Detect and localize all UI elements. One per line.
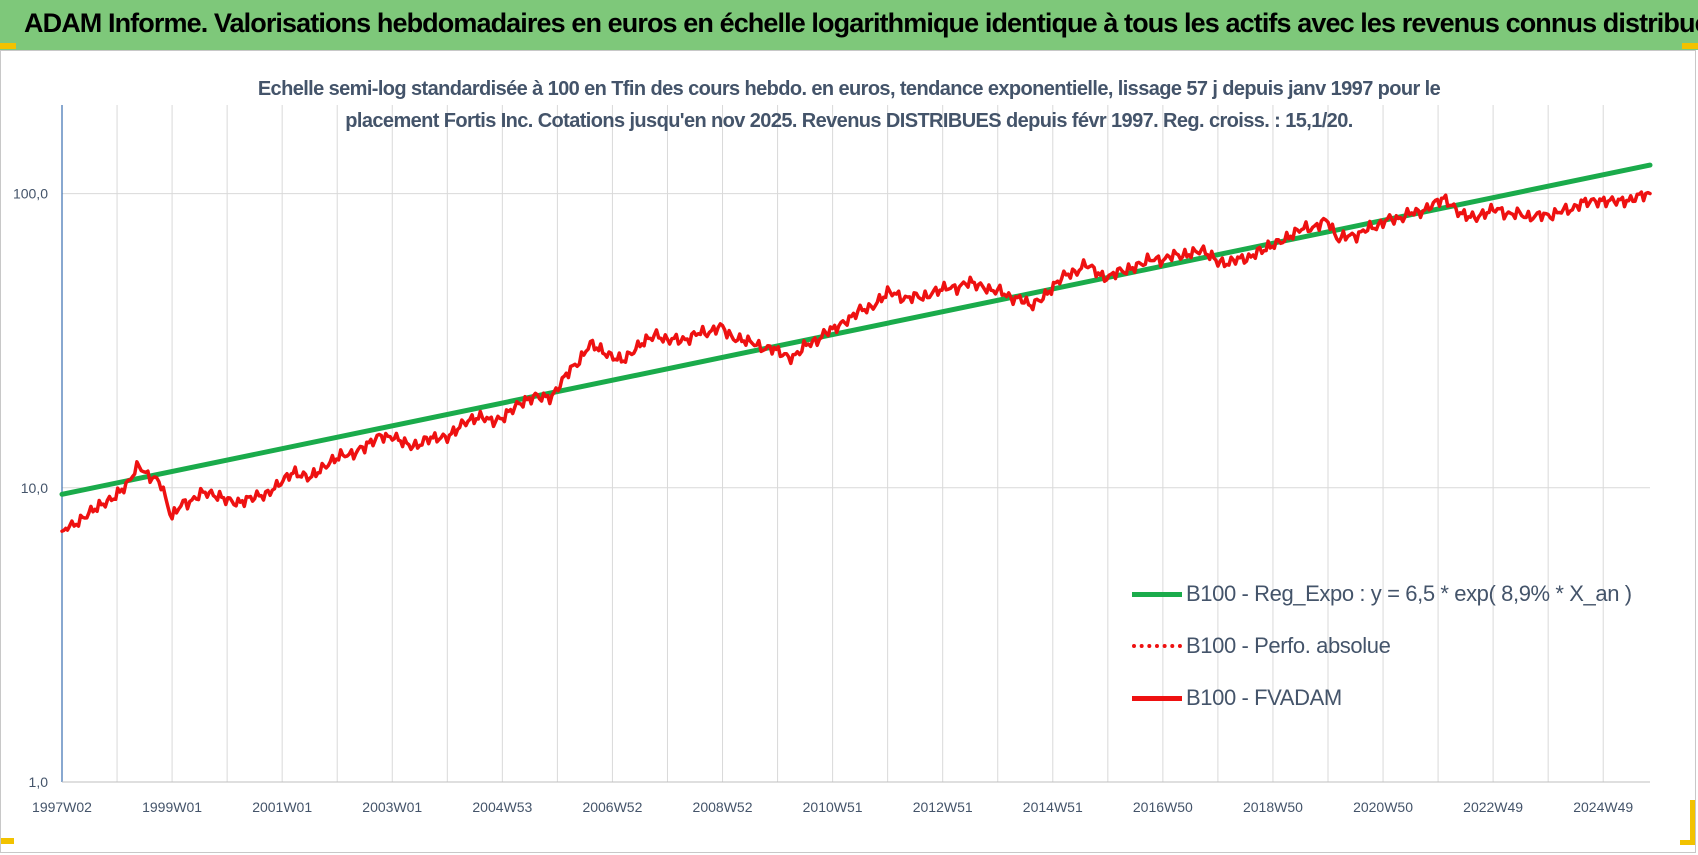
corner-mark-bottom-left <box>0 838 14 844</box>
legend-item-fvadam: B100 - FVADAM <box>1132 672 1632 724</box>
legend-label-fvadam: B100 - FVADAM <box>1186 685 1342 710</box>
x-tick-label: 2018W50 <box>1243 799 1303 815</box>
x-tick-label: 2014W51 <box>1023 799 1083 815</box>
x-tick-label: 2004W53 <box>472 799 532 815</box>
y-tick-label: 10,0 <box>21 480 48 496</box>
corner-mark-bottom-right-h <box>1680 840 1696 845</box>
chart-title-line-1: Echelle semi-log standardisée à 100 en T… <box>257 78 1441 100</box>
corner-mark-bottom-right-v <box>1690 800 1696 844</box>
legend-label-regression: B100 - Reg_Expo : y = 6,5 * exp( 8,9% * … <box>1186 581 1632 606</box>
chart-title-line-2: placement Fortis Inc. Cotations jusqu'en… <box>345 110 1353 132</box>
corner-mark-top-right <box>1682 43 1698 49</box>
x-tick-label: 2022W49 <box>1463 799 1523 815</box>
x-tick-label: 2006W52 <box>582 799 642 815</box>
legend-swatch-red <box>1132 695 1182 701</box>
tick-labels: 1,0 10,0 100,0 1997W02 1999W01 2001W01 2003W01… <box>13 186 1633 815</box>
x-tick-label: 2012W51 <box>913 799 973 815</box>
x-tick-label: 2024W49 <box>1573 799 1633 815</box>
x-tick-label: 2003W01 <box>362 799 422 815</box>
series <box>59 162 1653 533</box>
y-tick-label: 1,0 <box>29 774 49 790</box>
legend-item-regression: B100 - Reg_Expo : y = 6,5 * exp( 8,9% * … <box>1132 568 1632 620</box>
x-tick-label: 2016W50 <box>1133 799 1193 815</box>
report-title: ADAM Informe. Valorisations hebdomadaire… <box>24 8 1698 38</box>
corner-mark-top-left <box>0 43 16 49</box>
legend-swatch-dotted-red <box>1132 644 1182 648</box>
series-line-fvadam <box>60 190 1652 533</box>
x-tick-label: 1999W01 <box>142 799 202 815</box>
legend-item-perfo: B100 - Perfo. absolue <box>1132 620 1632 672</box>
x-tick-label: 2010W51 <box>803 799 863 815</box>
x-tick-label: 2020W50 <box>1353 799 1413 815</box>
y-tick-label: 100,0 <box>13 186 48 202</box>
chart-frame <box>0 50 1696 853</box>
chart-legend: B100 - Reg_Expo : y = 6,5 * exp( 8,9% * … <box>1132 568 1632 724</box>
x-tick-label: 2001W01 <box>252 799 312 815</box>
legend-label-perfo: B100 - Perfo. absolue <box>1186 633 1391 658</box>
axes <box>61 105 1650 783</box>
report-banner: ADAM Informe. Valorisations hebdomadaire… <box>0 0 1698 50</box>
legend-swatch-green <box>1132 591 1182 597</box>
x-tick-label: 1997W02 <box>32 799 92 815</box>
x-tick-label: 2008W52 <box>693 799 753 815</box>
